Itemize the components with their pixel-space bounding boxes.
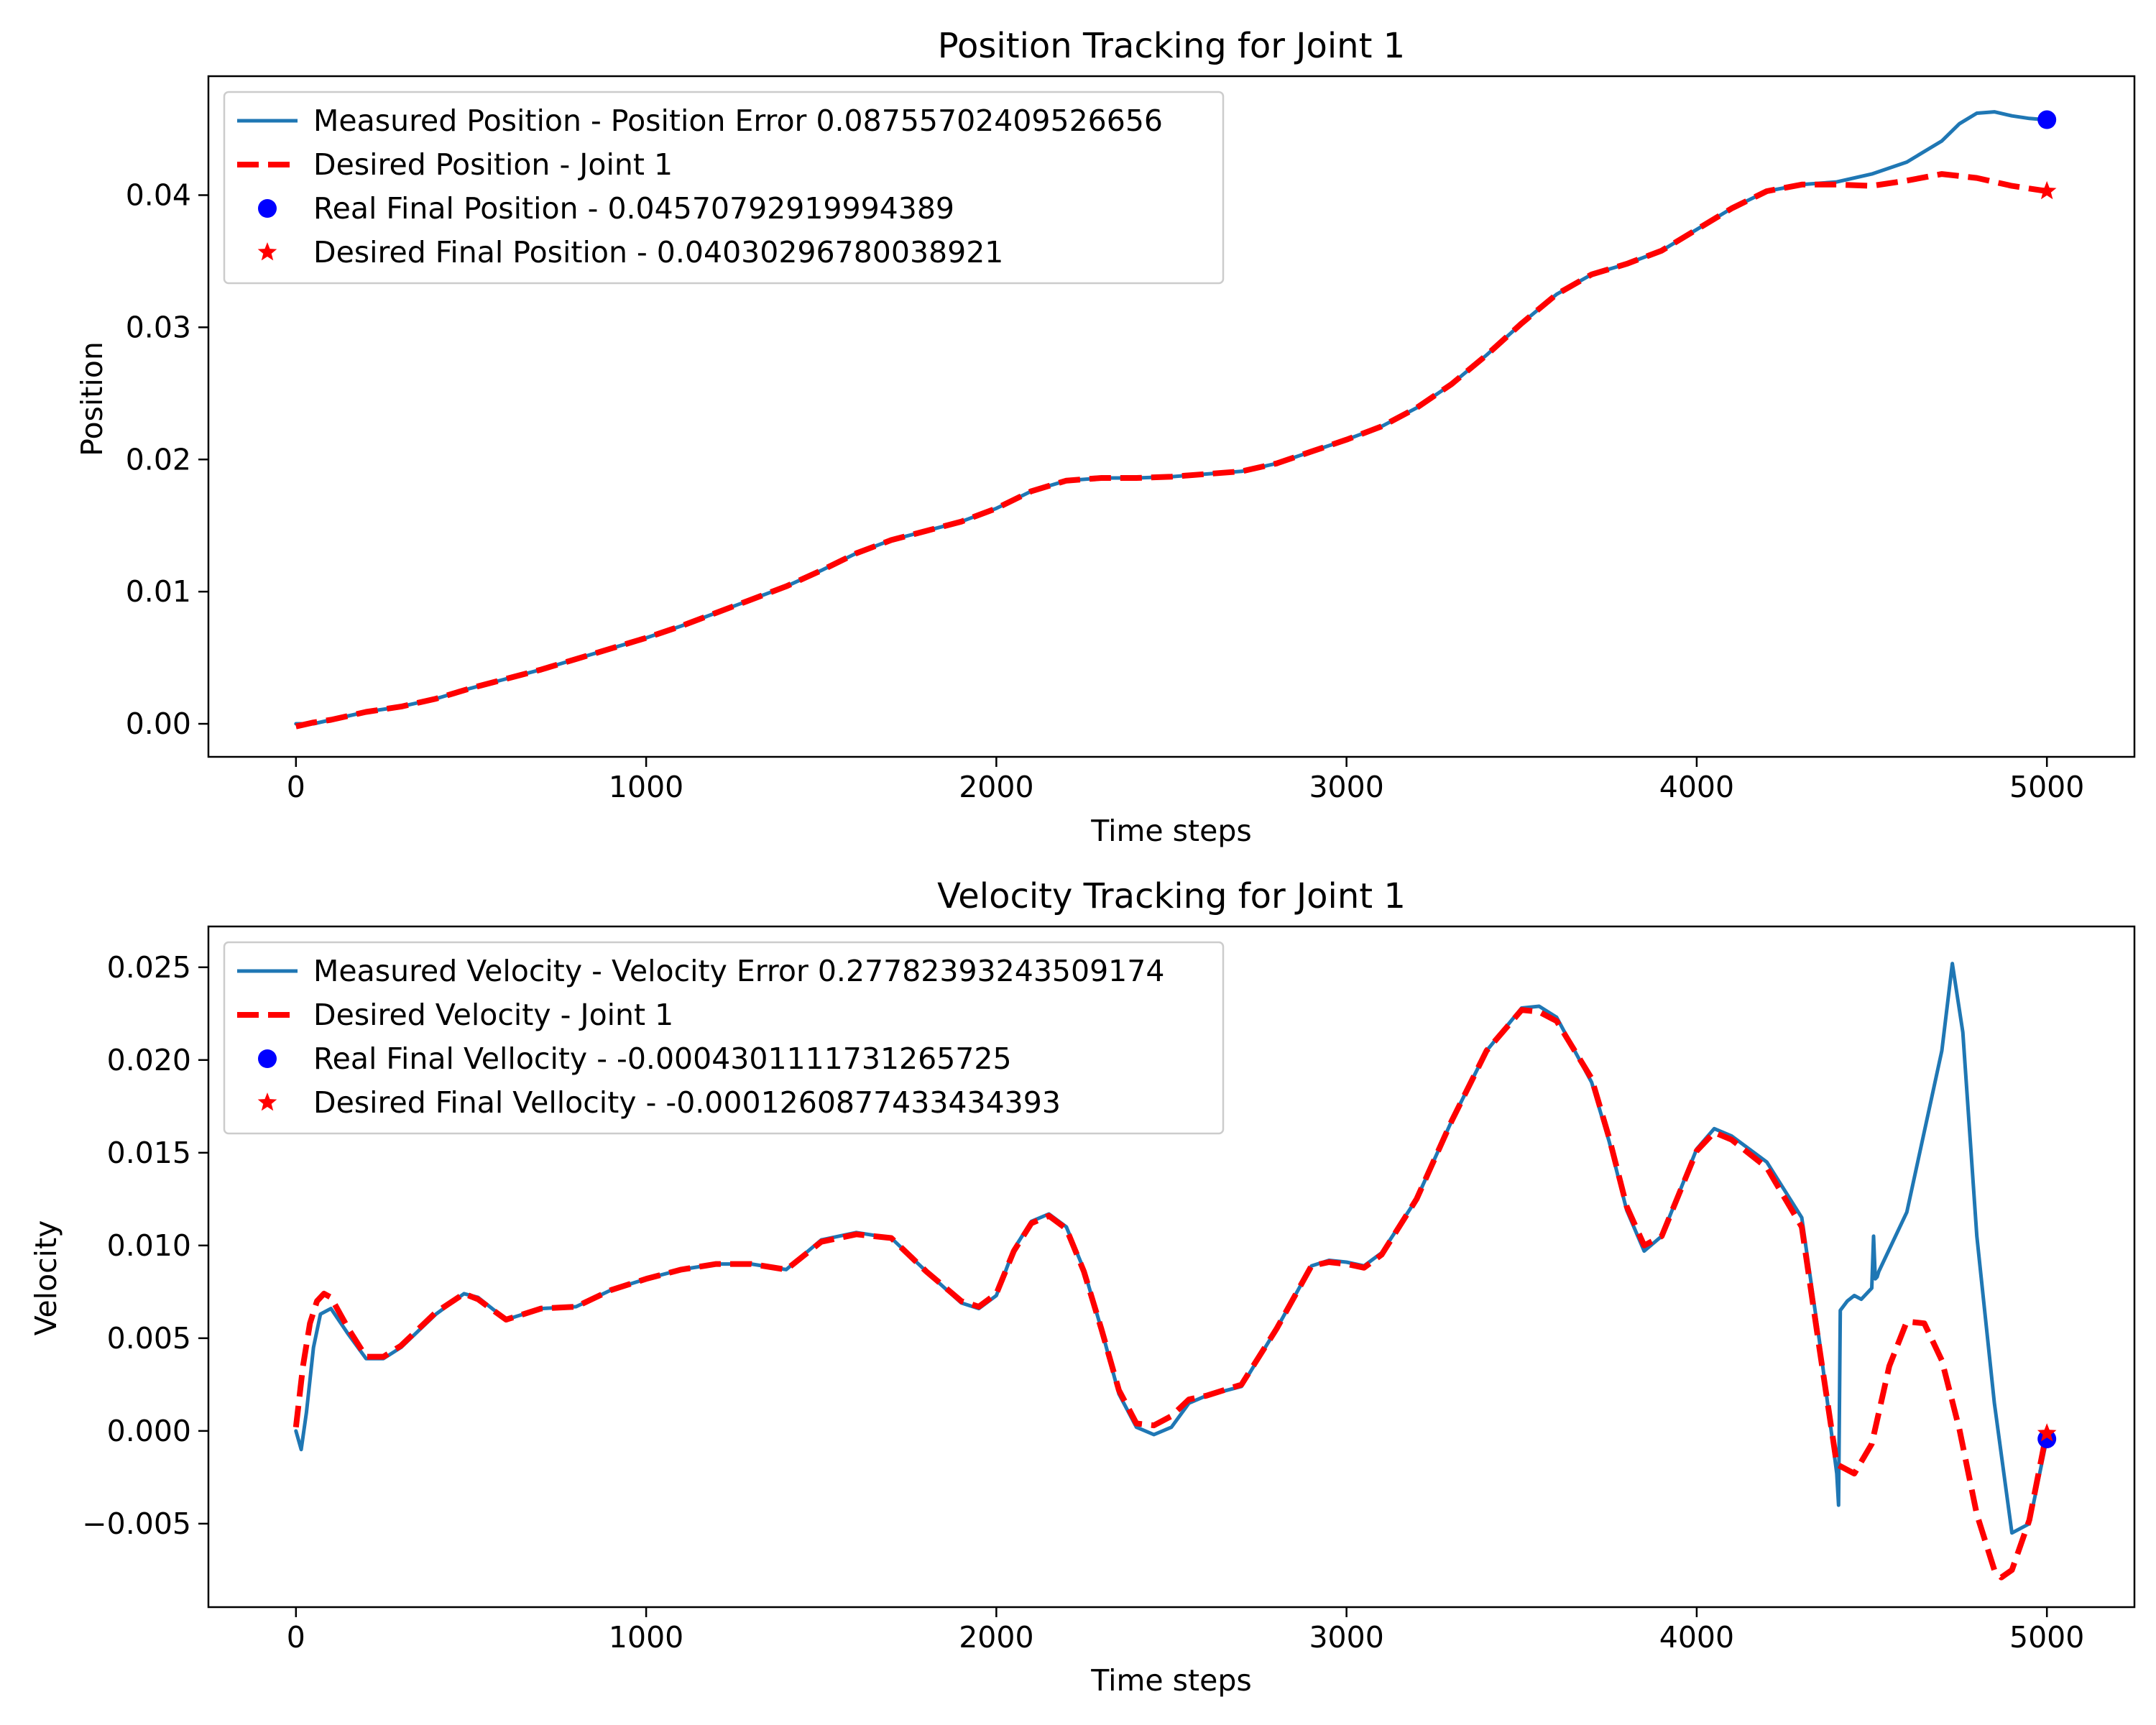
series-line-1 <box>292 1007 2050 1581</box>
legend: Measured Velocity - Velocity Error 0.277… <box>223 941 1225 1135</box>
legend-label: Desired Final Vellocity - -0.00012608774… <box>313 1085 1061 1120</box>
legend-label: Desired Final Position - 0.0403029678003… <box>313 235 1003 270</box>
legend-label: Desired Position - Joint 1 <box>313 147 673 182</box>
x-tick-label: 2000 <box>959 1620 1033 1655</box>
plot-frame <box>207 75 2136 758</box>
y-tick-label: 0.000 <box>107 1414 191 1448</box>
x-tick-label: 2000 <box>959 770 1033 804</box>
x-tick-label: 4000 <box>1659 1620 1734 1655</box>
chart-title: Velocity Tracking for Joint 1 <box>937 876 1406 916</box>
x-axis-label: Time steps <box>1090 1663 1251 1698</box>
x-tick-label: 3000 <box>1309 1620 1383 1655</box>
position-chart: Position Tracking for Joint 1 0 1000 2000 3… <box>75 26 2136 848</box>
y-tick-label: 0.02 <box>126 442 191 477</box>
legend-label: Real Final Vellocity - -0.00043011117312… <box>313 1041 1012 1076</box>
y-axis-label: Velocity <box>29 1220 63 1336</box>
velocity-chart: Velocity Tracking for Joint 1 0 1000 2000 3… <box>29 876 2136 1698</box>
x-tick-label: 1000 <box>609 1620 683 1655</box>
legend-box <box>223 941 1225 1135</box>
plot-frame <box>207 925 2136 1609</box>
x-tick-label: 4000 <box>1659 770 1734 804</box>
x-tick-label: 0 <box>287 770 305 804</box>
y-tick-label: 0.005 <box>107 1321 191 1356</box>
legend: Measured Position - Position Error 0.087… <box>223 91 1225 285</box>
x-tick-label: 5000 <box>2009 1620 2084 1655</box>
x-axis-label: Time steps <box>1090 814 1251 848</box>
y-axis-label: Position <box>75 341 109 456</box>
legend-box <box>223 91 1225 285</box>
y-tick-label: 0.04 <box>126 178 191 212</box>
final-point-star <box>2037 1423 2057 1442</box>
x-tick-label: 3000 <box>1309 770 1383 804</box>
y-tick-label: 0.03 <box>126 310 191 344</box>
axes: 0 1000 2000 3000 4000 5000 0.00 0.01 0.02 0.03 0.0… <box>126 75 2136 804</box>
x-tick-label: 0 <box>287 1620 305 1655</box>
final-point-marker <box>2037 110 2057 129</box>
y-tick-label: 0.01 <box>126 574 191 609</box>
axes: 0 1000 2000 3000 4000 5000 −0.005 0.000 0.005 0.0… <box>82 925 2136 1655</box>
y-tick-label: −0.005 <box>82 1506 191 1541</box>
final-point-star <box>2037 180 2057 200</box>
legend-swatch <box>257 1092 277 1111</box>
series-line-1 <box>295 171 2047 730</box>
y-tick-label: 0.00 <box>126 707 191 741</box>
legend-swatch <box>258 199 277 218</box>
plot-area <box>292 962 2057 1581</box>
legend-label: Desired Velocity - Joint 1 <box>313 998 673 1032</box>
y-tick-label: 0.020 <box>107 1043 191 1077</box>
x-tick-label: 5000 <box>2009 770 2084 804</box>
final-point-marker <box>2037 1429 2057 1448</box>
y-tick-label: 0.015 <box>107 1136 191 1170</box>
chart-title: Position Tracking for Joint 1 <box>938 26 1405 66</box>
legend-label: Measured Position - Position Error 0.087… <box>313 104 1163 138</box>
legend-swatch <box>258 1049 277 1068</box>
legend-swatch <box>257 242 277 261</box>
y-tick-label: 0.025 <box>107 950 191 985</box>
x-tick-label: 1000 <box>609 770 683 804</box>
legend-label: Measured Velocity - Velocity Error 0.277… <box>313 954 1164 988</box>
plot-area <box>294 110 2057 730</box>
y-tick-label: 0.010 <box>107 1228 191 1263</box>
legend-label: Real Final Position - 0.0457079291999438… <box>313 191 954 226</box>
